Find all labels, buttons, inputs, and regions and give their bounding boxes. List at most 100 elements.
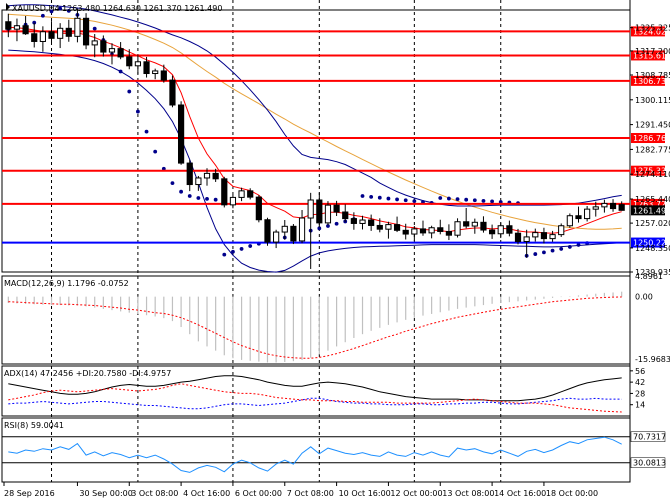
candle-body (117, 48, 124, 58)
psar-dot (49, 9, 54, 14)
candle-body (523, 236, 530, 242)
rsi-line (8, 436, 622, 473)
x-tick-label: 30 Sep 00:00 (79, 489, 132, 498)
level-label-0: 1324.020 (633, 27, 670, 36)
candle-body (471, 221, 478, 227)
candle-body (281, 225, 288, 233)
level-box-1 (631, 50, 665, 61)
candle-body (488, 229, 496, 235)
psar-dot (205, 196, 209, 201)
psar-dot (213, 197, 218, 202)
candle-body (298, 217, 306, 242)
candle-body (100, 40, 107, 53)
psar-dot (136, 109, 140, 114)
macd-tick-label: 0.00 (635, 293, 653, 302)
candle-body (74, 17, 81, 37)
candle-body (497, 225, 504, 235)
candle-body (82, 17, 90, 46)
candle-body (428, 227, 435, 234)
last-price-label: 1261.490 (633, 206, 670, 215)
level-box-5 (631, 198, 665, 209)
x-tick-label: 3 Oct 08:00 (131, 489, 178, 498)
price-tick-label: 1274.110 (635, 170, 670, 179)
candle-body (290, 225, 297, 242)
candle-body (445, 230, 453, 236)
candle-body (160, 70, 167, 81)
candle-body (195, 177, 202, 186)
price-tick-label: 1300.115 (635, 96, 670, 105)
rsi-level-box (630, 457, 666, 468)
candle-body (333, 204, 340, 213)
candle-body (463, 221, 470, 227)
x-tick-label: 28 Sep 2016 (4, 489, 55, 498)
candle-body (134, 61, 142, 67)
candle-body (108, 48, 116, 53)
price-tick-label: 1282.775 (635, 145, 670, 154)
candle-body (368, 219, 375, 226)
candle-body (393, 224, 401, 231)
price-tick-label: 1325.325 (635, 24, 670, 33)
series-ma-fast (8, 26, 622, 234)
series-bb-lower (8, 49, 622, 273)
candle-body (143, 61, 150, 75)
adx-tick-label: 28 (635, 389, 645, 398)
candle-body (177, 104, 185, 164)
rsi-level-box (630, 431, 666, 442)
psar-dot (317, 226, 322, 231)
psar-dot (377, 195, 382, 200)
psar-dot (567, 245, 572, 249)
candle-body (39, 31, 46, 42)
adx-tick-label: 14 (635, 401, 645, 410)
x-tick-label: 12 Oct 00:00 (390, 489, 442, 498)
rsi-title: RSI(8) 59.0041 (4, 421, 64, 430)
candle-body (152, 70, 159, 75)
psar-dot (92, 26, 97, 31)
candle-body (402, 229, 409, 235)
candle-body (307, 199, 314, 219)
price-tick-label: 1248.350 (635, 244, 670, 253)
level-label-4: 1275.338 (633, 167, 670, 176)
adx-tick-label: 42 (635, 378, 645, 387)
candle-body (592, 206, 599, 210)
candle-body (376, 224, 383, 230)
level-label-5: 1263.724 (633, 200, 670, 209)
price-tick-label: 1308.785 (635, 71, 670, 80)
psar-dot (196, 196, 201, 200)
candle-body (247, 190, 254, 198)
candle-body (532, 232, 539, 238)
level-box-2 (631, 75, 665, 86)
adx-pane-frame (1, 365, 631, 417)
candle-body (359, 219, 366, 224)
candle-body (273, 231, 280, 243)
psar-dot (464, 197, 469, 202)
candle-body (540, 232, 548, 240)
candle-body (324, 204, 332, 224)
x-tick-label: 6 Oct 00:00 (235, 489, 282, 498)
psar-dot (438, 196, 443, 200)
x-tick-label: 18 Oct 00:00 (546, 489, 598, 498)
x-tick-label: 14 Oct 16:00 (494, 489, 546, 498)
price-pane-title: XAUUSD,H4 1263.480 1264.630 1261.370 126… (12, 4, 222, 13)
psar-dot (369, 194, 374, 199)
psar-dot (326, 224, 330, 228)
psar-dot (118, 69, 123, 74)
last-price-box (631, 205, 665, 216)
psar-dot (360, 194, 365, 198)
level-box-0 (631, 26, 665, 37)
x-tick-label: 10 Oct 16:00 (339, 489, 391, 498)
psar-dot (550, 248, 555, 253)
candle-body (203, 172, 211, 179)
macd-tick-label: 4.8961 (635, 272, 663, 281)
psar-dot (58, 6, 63, 11)
x-tick-label: 7 Oct 08:00 (287, 489, 334, 498)
price-pane-frame (1, 9, 631, 273)
psar-dot (239, 247, 244, 251)
candle-body (419, 228, 427, 234)
rsi-tick-label: 30.0813 (633, 459, 666, 468)
psar-dot (455, 197, 460, 202)
candle-body (316, 199, 323, 224)
candle-body (385, 224, 392, 230)
psar-dot (222, 252, 227, 257)
psar-dot (533, 252, 538, 256)
